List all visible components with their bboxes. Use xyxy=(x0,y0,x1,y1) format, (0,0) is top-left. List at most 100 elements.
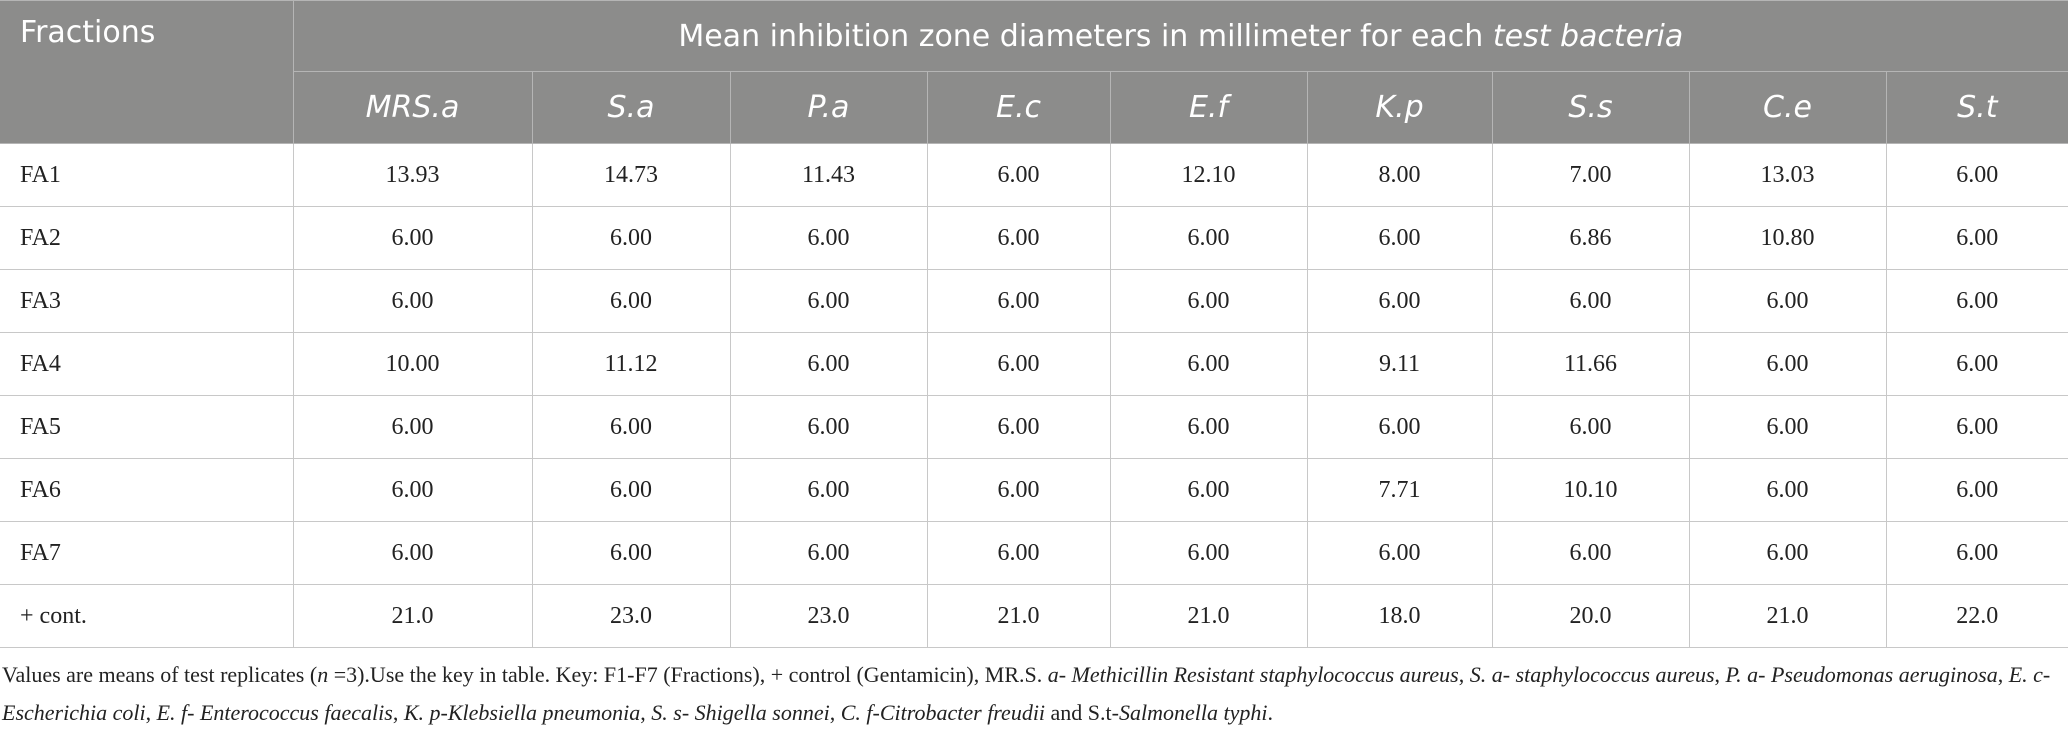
group-header-italic: test bacteria xyxy=(1492,18,1684,54)
column-header: K.p xyxy=(1306,71,1493,144)
group-header: Mean inhibition zone diameters in millim… xyxy=(292,0,2068,72)
table-cell: 9.11 xyxy=(1306,332,1493,396)
table-cell: 10.10 xyxy=(1491,458,1690,522)
table-cell: 6.00 xyxy=(729,269,928,333)
data-table: Fractions Mean inhibition zone diameters… xyxy=(0,0,2068,648)
row-label: FA4 xyxy=(0,332,294,396)
table-cell: 21.0 xyxy=(292,584,533,648)
footnote-text: . xyxy=(1267,700,1273,725)
table-cell: 10.00 xyxy=(292,332,533,396)
table-cell: 6.00 xyxy=(1306,521,1493,585)
column-header: P.a xyxy=(729,71,928,144)
table-cell: 23.0 xyxy=(531,584,731,648)
table-cell: 13.03 xyxy=(1688,143,1887,207)
footnote-text: , xyxy=(392,700,404,725)
footnote-text: S. s- Shigella sonnei xyxy=(651,700,830,725)
footnote-text: a- Methicillin Resistant staphylococcus … xyxy=(1047,662,1459,687)
table-cell: 6.00 xyxy=(926,395,1111,459)
footnote-text: , xyxy=(1997,662,2009,687)
table-cell: 18.0 xyxy=(1306,584,1493,648)
table-cell: 6.00 xyxy=(1885,206,2068,270)
table-cell: 6.00 xyxy=(1306,269,1493,333)
table-cell: 6.00 xyxy=(926,458,1111,522)
table-cell: 6.00 xyxy=(1109,269,1308,333)
table-cell: 21.0 xyxy=(1688,584,1887,648)
footnote-text: S. a- staphylococcus aureus xyxy=(1469,662,1715,687)
row-label: FA6 xyxy=(0,458,294,522)
column-header: E.c xyxy=(926,71,1111,144)
column-header: E.f xyxy=(1109,71,1308,144)
footnote-text: C. f-Citrobacter freudii xyxy=(840,700,1046,725)
column-header: C.e xyxy=(1688,71,1887,144)
table-cell: 12.10 xyxy=(1109,143,1308,207)
table-cell: 6.00 xyxy=(1688,395,1887,459)
footnote-text: , xyxy=(145,700,157,725)
table-cell: 6.00 xyxy=(729,458,928,522)
footnote-text: , xyxy=(1714,662,1726,687)
group-header-text: Mean inhibition zone diameters in millim… xyxy=(678,18,1493,54)
table-cell: 23.0 xyxy=(729,584,928,648)
row-label: + cont. xyxy=(0,584,294,648)
table-cell: 7.00 xyxy=(1491,143,1690,207)
table-cell: 11.43 xyxy=(729,143,928,207)
table-cell: 6.00 xyxy=(292,206,533,270)
table-cell: 20.0 xyxy=(1491,584,1690,648)
table-cell: 6.00 xyxy=(1491,521,1690,585)
table-cell: 6.00 xyxy=(292,521,533,585)
row-label: FA2 xyxy=(0,206,294,270)
table-row: FA3 6.00 6.00 6.00 6.00 6.00 6.00 6.00 6.00 6.00 xyxy=(0,269,2068,333)
table-row: + cont. 21.0 23.0 23.0 21.0 21.0 18.0 20.0 21.0 2… xyxy=(0,584,2068,648)
table-cell: 10.80 xyxy=(1688,206,1887,270)
table-cell: 14.73 xyxy=(531,143,731,207)
table-cell: 6.00 xyxy=(926,521,1111,585)
footnote-text: , xyxy=(640,700,652,725)
footnote-text: P. a- Pseudomonas aeruginosa xyxy=(1725,662,1998,687)
table-cell: 6.00 xyxy=(1688,332,1887,396)
table-cell: 6.00 xyxy=(1688,521,1887,585)
table-cell: 6.00 xyxy=(1885,395,2068,459)
row-label: FA1 xyxy=(0,143,294,207)
table-cell: 6.00 xyxy=(926,332,1111,396)
table-cell: 6.00 xyxy=(1109,458,1308,522)
table-cell: 6.00 xyxy=(531,206,731,270)
table-cell: 6.00 xyxy=(1109,521,1308,585)
table-cell: 6.00 xyxy=(1491,395,1690,459)
table-header: Fractions Mean inhibition zone diameters… xyxy=(0,0,2068,144)
table-cell: 6.00 xyxy=(1306,395,1493,459)
table-cell: 6.00 xyxy=(1885,458,2068,522)
footnote-text: E. c-Escherichia coli xyxy=(2,662,2051,725)
table-row: FA6 6.00 6.00 6.00 6.00 6.00 7.71 10.10 6.00 6.00 xyxy=(0,458,2068,522)
table-cell: 6.00 xyxy=(1109,206,1308,270)
row-label: FA3 xyxy=(0,269,294,333)
column-header: S.t xyxy=(1885,71,2068,144)
table-cell: 6.00 xyxy=(729,395,928,459)
table-cell: 21.0 xyxy=(926,584,1111,648)
table-row: FA2 6.00 6.00 6.00 6.00 6.00 6.00 6.86 10.80 6.00 xyxy=(0,206,2068,270)
table-cell: 6.00 xyxy=(1885,269,2068,333)
table-row: FA5 6.00 6.00 6.00 6.00 6.00 6.00 6.00 6.00 6.00 xyxy=(0,395,2068,459)
row-label: FA5 xyxy=(0,395,294,459)
table-cell: 6.00 xyxy=(292,269,533,333)
footnote-text: E. f- Enterococcus faecalis xyxy=(156,700,393,725)
table-cell: 6.00 xyxy=(531,521,731,585)
table-cell: 6.00 xyxy=(729,521,928,585)
table-cell: 6.00 xyxy=(531,458,731,522)
column-header-row: MRS.a S.a P.a E.c E.f K.p S.s C.e S.t xyxy=(0,71,2068,144)
table-cell: 6.00 xyxy=(1109,332,1308,396)
table-row: FA7 6.00 6.00 6.00 6.00 6.00 6.00 6.00 6.00 6.00 xyxy=(0,521,2068,585)
table-cell: 6.00 xyxy=(1885,521,2068,585)
table-cell: 6.00 xyxy=(292,395,533,459)
column-header: S.a xyxy=(531,71,731,144)
table-cell: 6.00 xyxy=(1491,269,1690,333)
table-cell: 6.00 xyxy=(1688,458,1887,522)
table-cell: 6.00 xyxy=(1306,206,1493,270)
table-cell: 6.00 xyxy=(926,269,1111,333)
table-cell: 11.66 xyxy=(1491,332,1690,396)
table-cell: 6.00 xyxy=(926,143,1111,207)
footnote-text: =3).Use the key in table. Key: F1-F7 (Fr… xyxy=(328,662,1048,687)
table-cell: 6.00 xyxy=(531,395,731,459)
table-cell: 6.00 xyxy=(1109,395,1308,459)
footnote-text: , xyxy=(829,700,841,725)
column-header: MRS.a xyxy=(293,71,533,144)
